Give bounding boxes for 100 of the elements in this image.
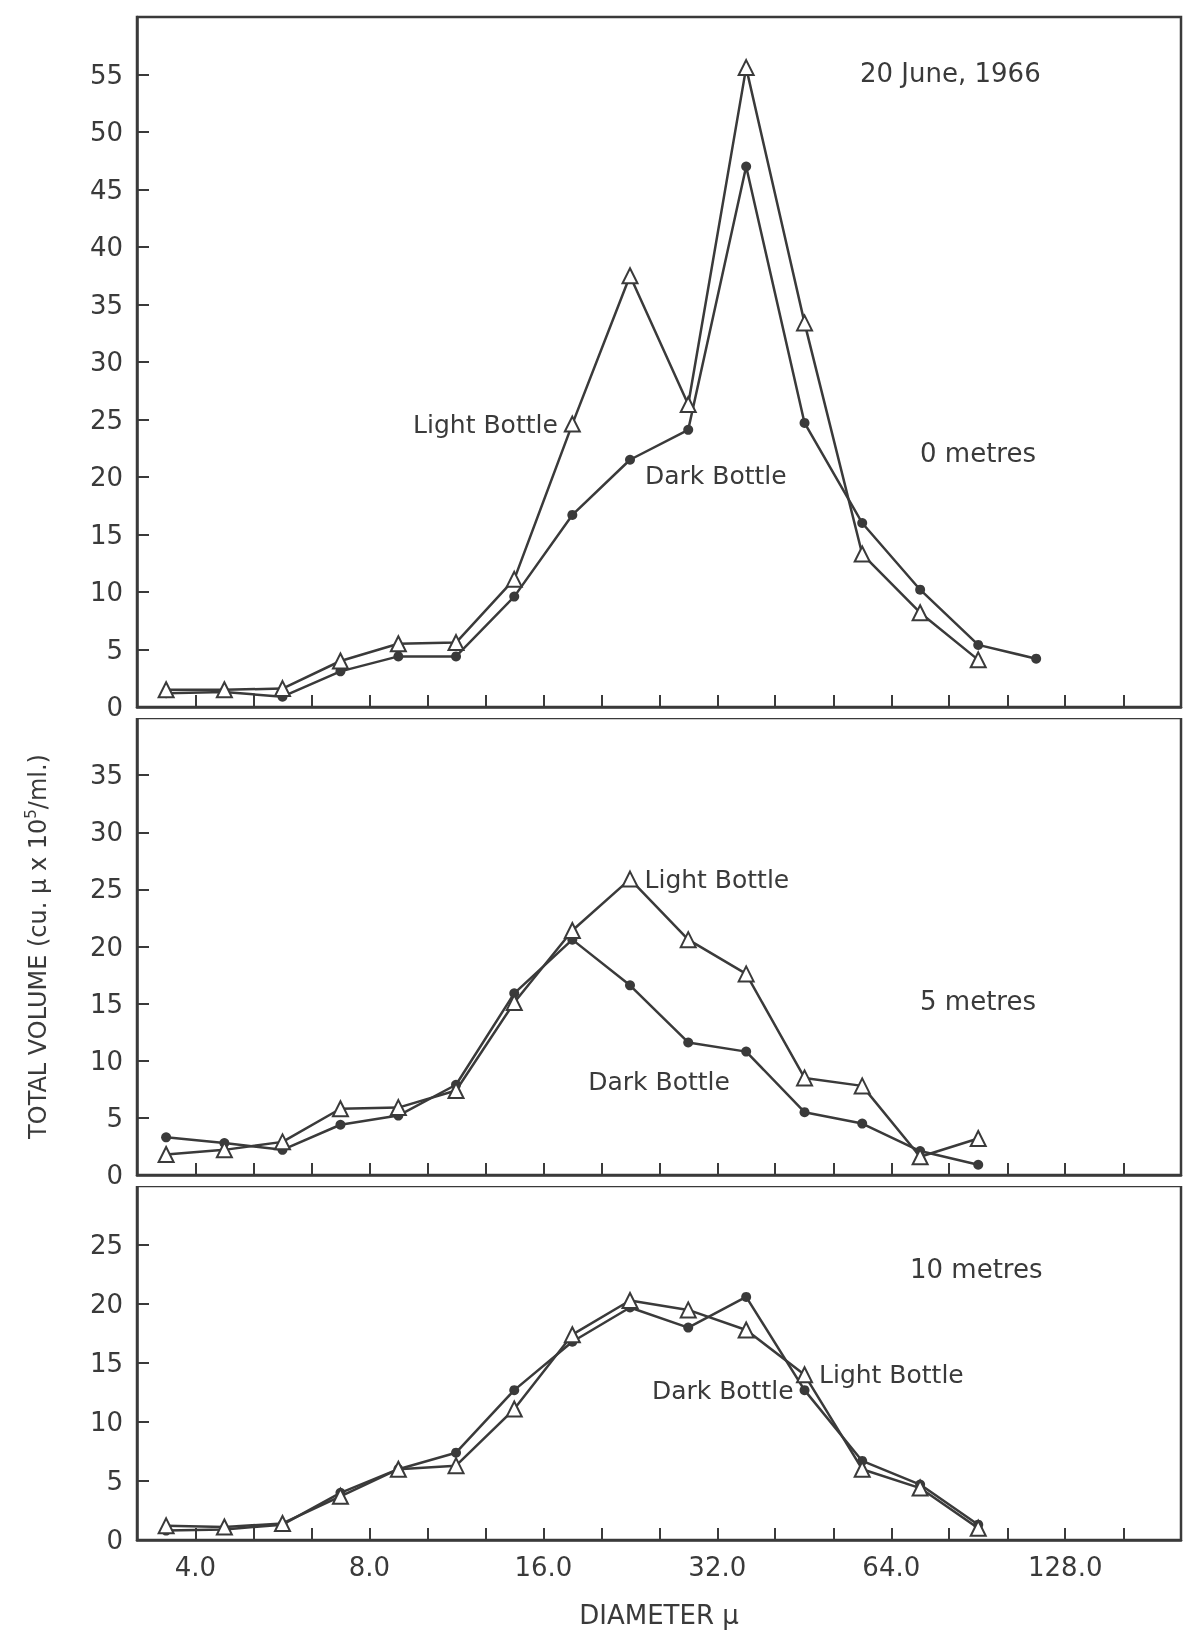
y-tick-label: 10 bbox=[89, 1045, 123, 1076]
point bbox=[393, 651, 404, 662]
point bbox=[447, 634, 465, 652]
point bbox=[563, 922, 581, 940]
y-tick-label: 25 bbox=[89, 404, 123, 435]
point bbox=[911, 604, 929, 622]
x-tick-label: 16.0 bbox=[514, 1552, 573, 1582]
point bbox=[857, 1118, 868, 1129]
y-tick-label: 35 bbox=[89, 289, 123, 320]
point bbox=[625, 454, 636, 465]
annotation: 20 June, 1966 bbox=[860, 58, 1041, 88]
point bbox=[679, 931, 697, 949]
point bbox=[911, 1479, 929, 1497]
point bbox=[969, 651, 987, 669]
point bbox=[621, 1291, 639, 1309]
y-tick-label: 25 bbox=[89, 1230, 123, 1260]
point bbox=[621, 267, 639, 285]
point bbox=[679, 396, 697, 414]
y-tick-label: 50 bbox=[89, 117, 123, 147]
point bbox=[505, 570, 523, 588]
annotation: 5 metres bbox=[920, 986, 1036, 1016]
y-tick-label: 5 bbox=[106, 1102, 123, 1133]
point bbox=[853, 1077, 871, 1095]
point bbox=[563, 415, 581, 433]
point bbox=[451, 651, 462, 662]
point bbox=[853, 545, 871, 563]
x-axis-title: DIAMETER μ bbox=[579, 1600, 739, 1630]
x-tick-label: 8.0 bbox=[348, 1552, 391, 1582]
annotation: 0 metres bbox=[920, 438, 1036, 468]
point bbox=[509, 591, 520, 602]
point bbox=[737, 965, 755, 983]
y-tick-label: 0 bbox=[106, 692, 123, 722]
series-label: Light Bottle bbox=[644, 864, 790, 894]
y-tick-label: 5 bbox=[106, 1466, 123, 1496]
point bbox=[683, 1322, 694, 1333]
point bbox=[969, 1519, 987, 1537]
series-label: Dark Bottle bbox=[651, 1375, 794, 1405]
series-label: Light Bottle bbox=[819, 1360, 964, 1390]
point bbox=[567, 509, 578, 520]
point bbox=[741, 161, 752, 172]
point bbox=[799, 417, 810, 428]
point bbox=[741, 1291, 752, 1302]
point bbox=[969, 1129, 987, 1147]
point bbox=[331, 1487, 349, 1505]
y-tick-label: 10 bbox=[89, 1407, 123, 1437]
point bbox=[621, 870, 639, 888]
y-tick-label: 45 bbox=[89, 174, 123, 205]
point bbox=[509, 1385, 520, 1396]
point bbox=[799, 1385, 810, 1396]
y-tick-label: 20 bbox=[89, 462, 123, 492]
point bbox=[915, 584, 926, 595]
x-tick-label: 64.0 bbox=[862, 1552, 921, 1582]
point bbox=[274, 1133, 291, 1151]
point bbox=[737, 1321, 755, 1339]
series-label: Dark Bottle bbox=[645, 460, 787, 490]
point bbox=[1031, 653, 1042, 664]
x-tick-label: 128.0 bbox=[1028, 1552, 1103, 1582]
point bbox=[274, 1514, 291, 1532]
y-tick-label: 40 bbox=[89, 232, 123, 262]
point bbox=[389, 1099, 407, 1117]
point bbox=[796, 1366, 814, 1384]
x-tick-label: 32.0 bbox=[688, 1552, 747, 1582]
point bbox=[679, 1301, 697, 1319]
point bbox=[447, 1457, 465, 1475]
y-tick-label: 25 bbox=[89, 874, 123, 905]
point bbox=[161, 1132, 172, 1143]
point bbox=[796, 314, 814, 332]
y-tick-label: 30 bbox=[89, 347, 123, 377]
point bbox=[563, 1326, 581, 1344]
y-tick-label: 20 bbox=[89, 931, 123, 962]
point bbox=[451, 1447, 462, 1458]
y-tick-label: 20 bbox=[89, 1289, 123, 1319]
y-tick-label: 30 bbox=[89, 817, 123, 848]
point bbox=[973, 1159, 984, 1170]
point bbox=[157, 1145, 175, 1163]
annotation: 10 metres bbox=[910, 1254, 1043, 1284]
y-tick-label: 10 bbox=[89, 577, 123, 607]
point bbox=[973, 639, 984, 650]
point bbox=[505, 1400, 523, 1418]
point bbox=[389, 635, 407, 653]
point bbox=[157, 681, 175, 699]
y-tick-label: 15 bbox=[89, 988, 123, 1019]
y-tick-label: 5 bbox=[106, 634, 123, 665]
y-tick-label: 0 bbox=[106, 1160, 123, 1190]
point bbox=[625, 980, 636, 991]
point bbox=[683, 1037, 694, 1048]
y-tick-label: 55 bbox=[89, 59, 123, 90]
point bbox=[737, 59, 755, 77]
point bbox=[857, 518, 868, 528]
point bbox=[335, 1119, 346, 1130]
point bbox=[215, 1518, 233, 1536]
y-tick-label: 15 bbox=[89, 519, 123, 550]
point bbox=[274, 680, 291, 698]
series-label: Dark Bottle bbox=[588, 1067, 730, 1097]
point bbox=[796, 1069, 814, 1087]
y-axis-title: TOTAL VOLUME (cu. μ x 105/ml.) bbox=[21, 754, 52, 1140]
series-label: Light Bottle bbox=[413, 409, 558, 439]
y-tick-label: 15 bbox=[89, 1348, 123, 1378]
y-tick-label: 0 bbox=[106, 1525, 123, 1555]
point bbox=[683, 424, 694, 435]
